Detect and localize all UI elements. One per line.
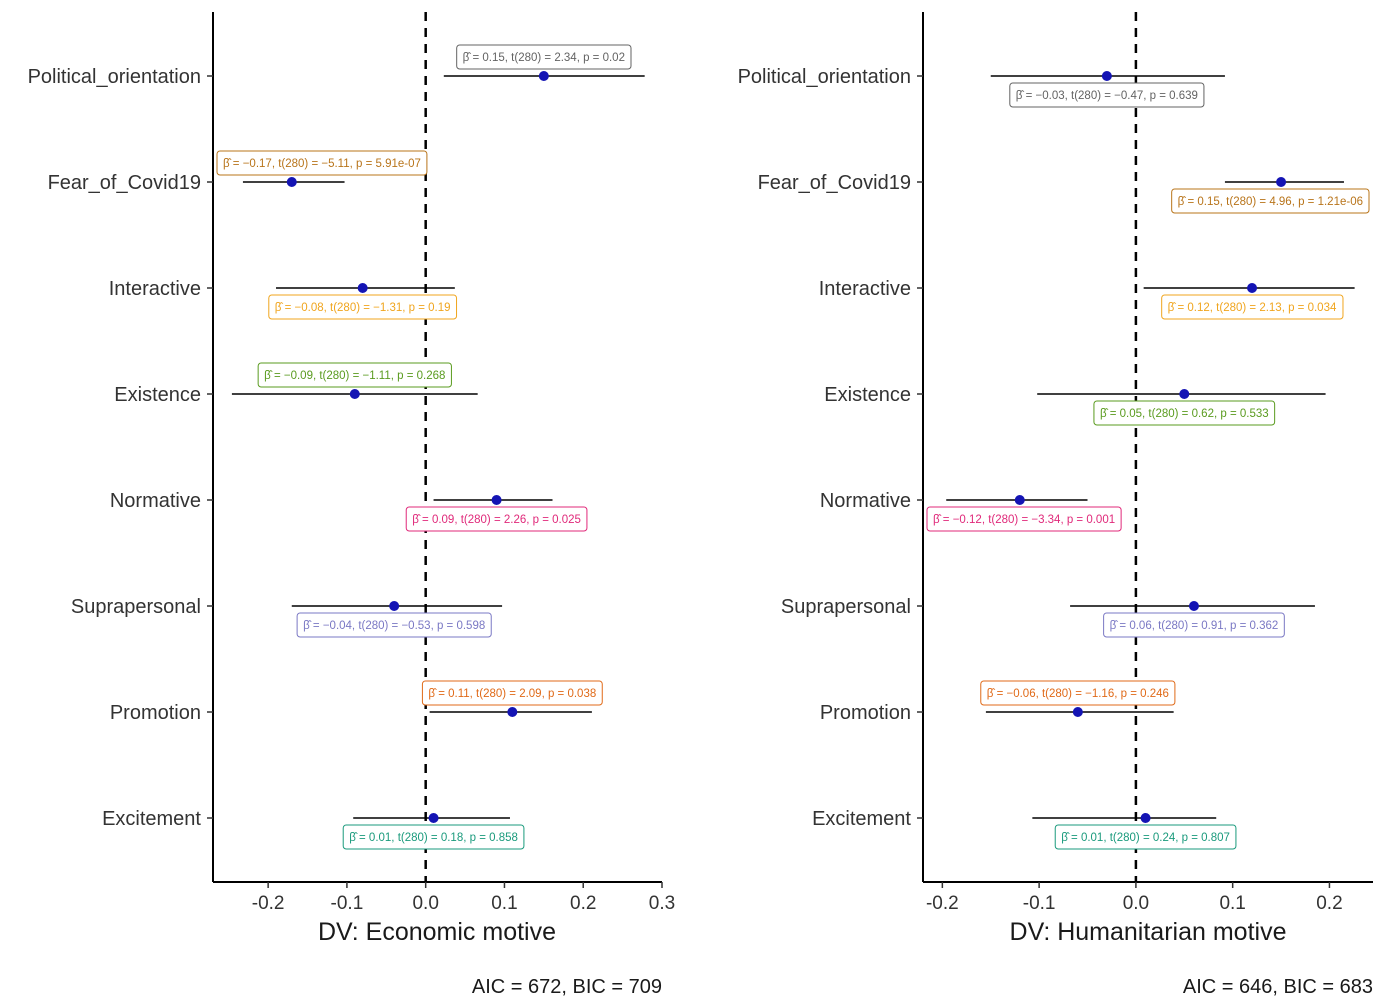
coefficient-label-box [1103,612,1285,638]
coefficient-point [389,601,400,611]
x-tick-label: 0.1 [1219,893,1245,914]
coefficient-label-box [342,824,525,850]
coefficient-label: β̂ = 0.06, t(280) = 0.91, p = 0.362 [1103,612,1285,638]
coefficient-point [1188,601,1199,611]
coefficient-label-box [268,294,458,320]
coefficient-label: β̂ = −0.08, t(280) = −1.31, p = 0.19 [268,294,458,320]
coefficient-point [428,813,439,823]
humanitarian-motive-panel: -0.2 -0.1 0.0 0.1 0.2 Political_orientation β̂… [738,12,1373,998]
coefficient-point [286,177,297,187]
coefficient-label-box [1054,824,1237,850]
x-tick-label: -0.2 [252,893,285,914]
coefficient-label-text: β̂ = −0.06, t(280) = −1.16, p = 0.246 [987,688,1169,700]
y-tick-label: Normative [110,490,201,512]
coefficient-label-box [405,506,588,532]
x-tick-label: -0.2 [926,893,959,914]
x-tick-label: 0.3 [649,893,675,914]
coefficient-label-text: β̂ = 0.06, t(280) = 0.91, p = 0.362 [1110,620,1279,632]
coefficient-point [491,495,502,505]
x-tick-label: 0.2 [1316,893,1342,914]
y-tick-label: Fear_of_Covid19 [48,172,201,194]
y-tick-label: Political_orientation [28,66,201,88]
y-tick-label: Interactive [819,278,911,300]
coefficient-label-text: β̂ = −0.09, t(280) = −1.11, p = 0.268 [264,370,445,382]
x-tick-label: 0.0 [412,893,438,914]
y-tick-label: Suprapersonal [71,596,201,618]
coefficient-label-box [296,612,492,638]
coefficient-label: β̂ = −0.06, t(280) = −1.16, p = 0.246 [980,680,1176,706]
model-fit-caption: AIC = 672, BIC = 709 [472,976,662,998]
x-axis-title: DV: Humanitarian motive [1010,918,1287,946]
coefficient-label: β̂ = 0.01, t(280) = 0.18, p = 0.858 [342,824,525,850]
y-tick-label: Normative [820,490,911,512]
coefficient-label-box [1161,294,1344,320]
coefficient-label-text: β̂ = 0.05, t(280) = 0.62, p = 0.533 [1100,408,1269,420]
y-tick-label: Fear_of_Covid19 [758,172,911,194]
y-tick-label: Excitement [812,808,911,830]
coefficient-point [1179,389,1190,399]
coefficient-point [1276,177,1287,187]
coefficient-label-text: β̂ = −0.17, t(280) = −5.11, p = 5.91e-07 [223,158,421,170]
coefficient-point [538,71,549,81]
coefficient-label-text: β̂ = −0.03, t(280) = −0.47, p = 0.639 [1016,90,1198,102]
coefficient-label: β̂ = 0.01, t(280) = 0.24, p = 0.807 [1054,824,1237,850]
y-tick-label: Existence [114,384,201,406]
coefficient-point [1014,495,1025,505]
coefficient-label-text: β̂ = 0.01, t(280) = 0.18, p = 0.858 [349,832,518,844]
coefficient-label-text: β̂ = 0.11, t(280) = 2.09, p = 0.038 [428,688,596,700]
x-tick-label: 0.0 [1123,893,1149,914]
coefficient-label-box [1009,82,1205,108]
coefficient-label: β̂ = −0.09, t(280) = −1.11, p = 0.268 [257,362,452,388]
coefficient-label: β̂ = 0.09, t(280) = 2.26, p = 0.025 [405,506,588,532]
coefficient-label: β̂ = −0.12, t(280) = −3.34, p = 0.001 [926,506,1122,532]
coefficient-label: β̂ = 0.12, t(280) = 2.13, p = 0.034 [1161,294,1344,320]
y-tick-label: Political_orientation [738,66,911,88]
y-tick-label: Promotion [820,702,911,724]
coefficient-label: β̂ = 0.15, t(280) = 2.34, p = 0.02 [456,44,632,70]
coefficient-point [1072,707,1083,717]
coefficient-label-text: β̂ = 0.01, t(280) = 0.24, p = 0.807 [1061,832,1230,844]
coefficient-point [1140,813,1151,823]
coefficient-label-box [1093,400,1276,426]
coefficient-label-box [980,680,1176,706]
economic-motive-panel: -0.2 -0.1 0.0 0.1 0.2 0.3 Political_orientatio… [28,12,675,998]
coefficient-label-text: β̂ = 0.15, t(280) = 2.34, p = 0.02 [463,52,625,64]
y-tick-label: Interactive [109,278,201,300]
coefficient-label-box [257,362,452,388]
coefficient-label-box [216,150,428,176]
coefficient-label-text: β̂ = −0.08, t(280) = −1.31, p = 0.19 [275,302,451,314]
model-fit-caption: AIC = 646, BIC = 683 [1183,976,1373,998]
coefficient-point [357,283,368,293]
coefficient-label-text: β̂ = −0.04, t(280) = −0.53, p = 0.598 [303,620,485,632]
y-tick-label: Promotion [110,702,201,724]
coefficient-label-box [926,506,1122,532]
coefficient-label: β̂ = 0.11, t(280) = 2.09, p = 0.038 [421,680,603,706]
coefficient-label: β̂ = 0.15, t(280) = 4.96, p = 1.21e-06 [1171,188,1370,214]
coefficient-label: β̂ = −0.04, t(280) = −0.53, p = 0.598 [296,612,492,638]
coefficient-point [349,389,360,399]
coefficient-label-box [1171,188,1370,214]
coefficient-label-text: β̂ = 0.12, t(280) = 2.13, p = 0.034 [1168,302,1337,314]
x-tick-label: -0.1 [331,893,364,914]
coefficient-point [1101,71,1112,81]
coefficient-label-text: β̂ = 0.09, t(280) = 2.26, p = 0.025 [412,514,581,526]
coefficient-label-box [421,680,603,706]
x-axis-title: DV: Economic motive [318,918,556,946]
x-tick-label: 0.1 [491,893,517,914]
y-tick-label: Suprapersonal [781,596,911,618]
coefficient-point [1247,283,1258,293]
y-tick-label: Excitement [102,808,201,830]
coefficient-label-text: β̂ = −0.12, t(280) = −3.34, p = 0.001 [933,514,1115,526]
coefficient-label: β̂ = 0.05, t(280) = 0.62, p = 0.533 [1093,400,1276,426]
coefficient-label: β̂ = −0.03, t(280) = −0.47, p = 0.639 [1009,82,1205,108]
coefficient-label: β̂ = −0.17, t(280) = −5.11, p = 5.91e-07 [216,150,428,176]
coefficient-label-box [456,44,632,70]
x-tick-label: 0.2 [570,893,596,914]
coefficient-label-text: β̂ = 0.15, t(280) = 4.96, p = 1.21e-06 [1178,196,1363,208]
x-tick-label: -0.1 [1023,893,1056,914]
coefficient-point [507,707,518,717]
y-tick-label: Existence [824,384,911,406]
